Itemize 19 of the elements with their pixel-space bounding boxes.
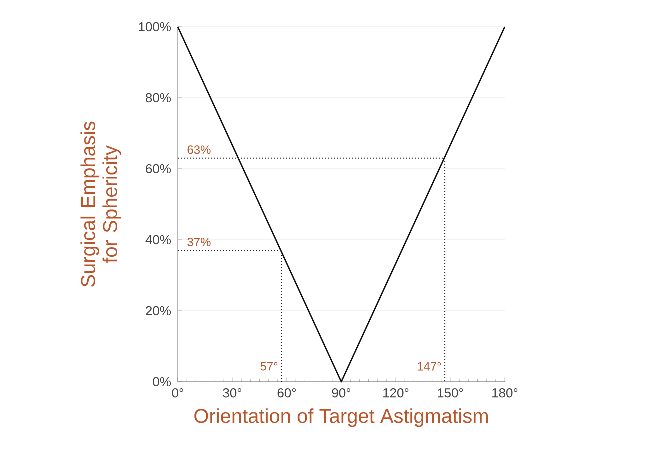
x-tick-label: 90° <box>332 388 351 398</box>
annotation: 147° <box>418 362 442 371</box>
y-tick-label: 0% <box>153 377 172 387</box>
y-tick-label: 60% <box>146 164 172 174</box>
x-tick-label: 150° <box>438 388 464 398</box>
x-tick-label: 0° <box>172 388 184 398</box>
y-tick-label: 80% <box>146 93 172 103</box>
y-tick-label: 100% <box>139 22 172 32</box>
x-tick-label: 30° <box>223 388 242 398</box>
x-tick-label: 180° <box>492 388 518 398</box>
x-tick-label: 60° <box>278 388 296 398</box>
annotation: 63% <box>188 146 211 154</box>
y-tick-label: 20% <box>146 306 172 316</box>
y-tick-label: 40% <box>146 235 172 245</box>
annotation: 37% <box>188 238 211 246</box>
annotation: 57° <box>260 362 278 371</box>
y-axis-title: Surgical Emphasis for Sphericity <box>80 122 122 287</box>
x-axis-title: Orientation of Target Astigmatism <box>194 408 488 428</box>
x-tick-label: 120° <box>384 388 409 398</box>
